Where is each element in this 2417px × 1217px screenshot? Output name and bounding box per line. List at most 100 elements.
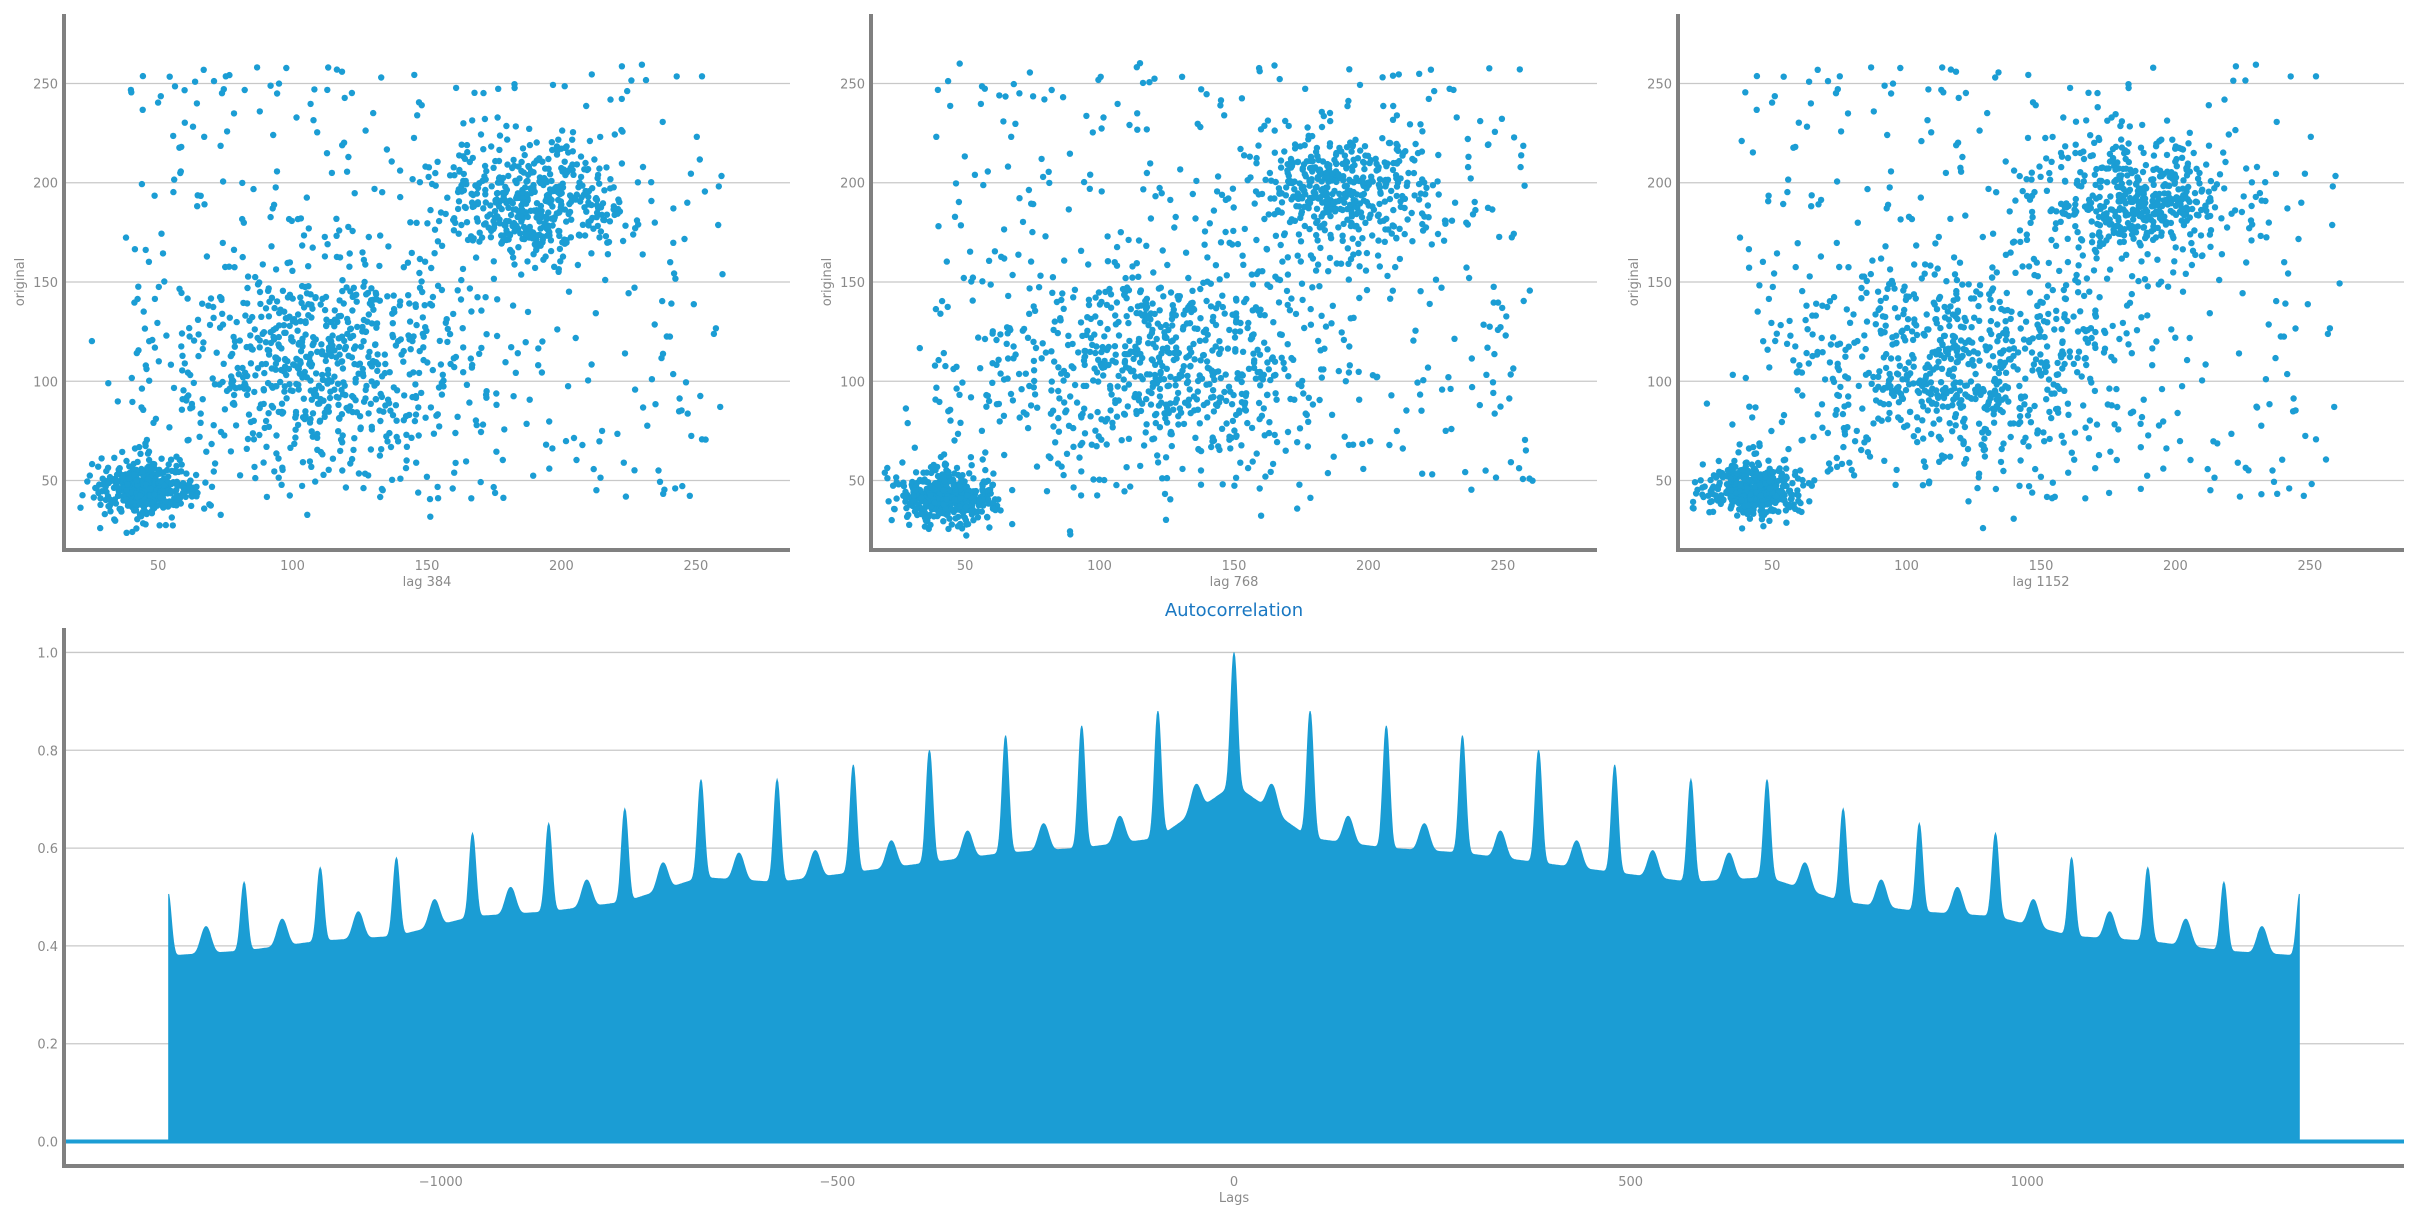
scatter-point	[1058, 370, 1065, 377]
scatter-point	[1323, 201, 1331, 208]
scatter-point	[503, 227, 510, 234]
scatter-point	[1030, 338, 1037, 345]
scatter-point	[1271, 431, 1278, 439]
scatter-point	[493, 401, 500, 408]
scatter-point	[1057, 315, 1064, 322]
scatter-point	[1976, 357, 1983, 364]
scatter-point	[1146, 371, 1154, 378]
scatter-point	[476, 350, 483, 357]
scatter-point	[1216, 276, 1223, 283]
scatter-point	[1212, 262, 1220, 269]
scatter-point	[1126, 365, 1133, 372]
scatter-point	[1309, 164, 1316, 171]
scatter-point	[940, 501, 947, 508]
scatter-point	[2060, 286, 2067, 294]
scatter-point	[947, 417, 954, 424]
scatter-point	[1338, 329, 1345, 336]
scatter-point	[1271, 358, 1279, 365]
scatter-point	[1782, 473, 1790, 480]
scatter-point	[1134, 126, 1141, 133]
scatter-point	[1707, 498, 1714, 506]
scatter-point	[1970, 362, 1977, 369]
scatter-point	[200, 66, 207, 74]
scatter-point	[960, 274, 967, 282]
scatter-point	[339, 287, 346, 295]
scatter-point	[362, 127, 369, 134]
scatter-point	[1247, 174, 1254, 181]
scatter-point	[317, 448, 325, 456]
scatter-point	[256, 431, 263, 439]
scatter-point	[292, 426, 299, 433]
scatter-point	[688, 432, 695, 440]
scatter-point	[1952, 422, 1959, 429]
scatter-point	[127, 498, 134, 505]
scatter-point	[639, 251, 646, 258]
scatter-point	[1340, 220, 1347, 228]
scatter-point	[1087, 171, 1094, 178]
scatter-point	[115, 466, 122, 473]
scatter-point	[368, 320, 376, 327]
scatter-point	[1104, 233, 1111, 240]
scatter-point	[181, 87, 188, 94]
scatter-point	[365, 311, 372, 318]
scatter-point	[321, 233, 328, 241]
scatter-point	[1342, 378, 1350, 385]
scatter-point	[1162, 454, 1170, 461]
scatter-point	[1376, 176, 1384, 183]
scatter-point	[1125, 435, 1133, 442]
scatter-point	[1001, 451, 1008, 459]
scatter-point	[1940, 332, 1948, 340]
scatter-point	[1155, 285, 1163, 292]
scatter-point	[531, 188, 538, 195]
scatter-point	[956, 60, 963, 67]
scatter-point	[1981, 435, 1988, 442]
scatter-point	[546, 186, 554, 193]
scatter-point	[1303, 411, 1311, 419]
scatter-point	[1373, 160, 1380, 167]
scatter-point	[416, 255, 424, 263]
scatter-point	[1172, 334, 1180, 341]
scatter-point	[1794, 487, 1801, 494]
scatter-point	[1206, 220, 1214, 227]
scatter-point	[1486, 65, 1493, 72]
scatter-point	[603, 211, 611, 218]
scatter-point	[956, 391, 963, 398]
scatter-point	[1266, 169, 1274, 177]
scatter-point	[1347, 178, 1354, 185]
scatter-point	[511, 261, 518, 268]
scatter-point	[1162, 415, 1169, 422]
scatter-point	[267, 213, 274, 221]
scatter-point	[1867, 270, 1875, 278]
scatter-point	[1768, 427, 1775, 435]
scatter-point	[1715, 457, 1723, 465]
scatter-point	[1921, 261, 1929, 268]
scatter-point	[1833, 463, 1841, 470]
scatter-point	[488, 143, 495, 150]
scatter-point	[377, 390, 384, 398]
scatter-point	[540, 256, 547, 263]
scatter-point	[400, 358, 407, 365]
scatter-point	[1902, 386, 1910, 394]
scatter-point	[1891, 305, 1899, 312]
scatter-point	[1713, 474, 1720, 481]
scatter-point	[431, 250, 438, 257]
scatter-point	[401, 392, 408, 399]
scatter-point	[1332, 206, 1339, 213]
scatter-point	[122, 234, 130, 241]
scatter-point	[480, 146, 487, 153]
scatter-point	[2058, 432, 2065, 439]
scatter-point	[189, 123, 197, 130]
scatter-point	[1007, 390, 1015, 398]
scatter-point	[940, 518, 947, 525]
scatter-point	[1425, 95, 1433, 103]
scatter-point	[586, 137, 594, 145]
scatter-point	[1250, 359, 1258, 366]
scatter-point	[1230, 391, 1237, 399]
scatter-point	[583, 102, 590, 110]
scatter-point	[1793, 369, 1801, 376]
scatter-point	[1901, 283, 1908, 290]
scatter-point	[239, 374, 247, 381]
scatter-point	[598, 427, 606, 435]
scatter-point	[1858, 295, 1865, 302]
scatter-point	[1113, 243, 1121, 251]
